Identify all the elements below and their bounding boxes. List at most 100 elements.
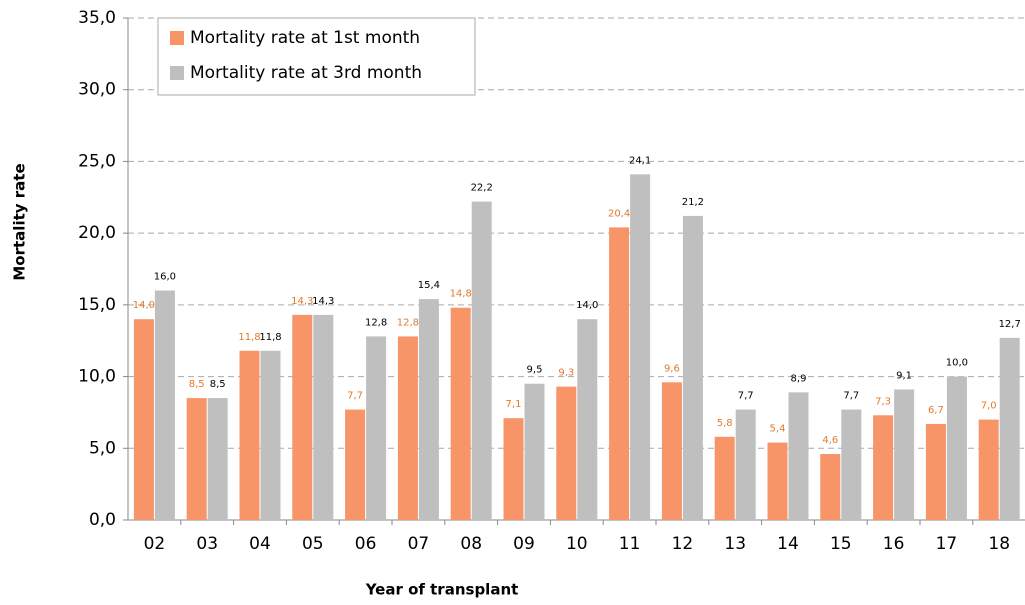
value-label: 8,5 <box>210 379 226 390</box>
bar <box>418 299 439 520</box>
bar <box>450 307 471 520</box>
value-label: 14,8 <box>450 289 472 300</box>
x-tick-label: 11 <box>619 534 641 554</box>
bar <box>207 398 228 520</box>
y-tick-label: 0,0 <box>89 510 116 530</box>
bar <box>186 398 207 520</box>
y-tick-label: 25,0 <box>78 151 116 171</box>
bar <box>682 215 703 520</box>
legend-label: Mortality rate at 1st month <box>190 28 420 48</box>
x-tick-label: 15 <box>830 534 852 554</box>
y-tick-label: 20,0 <box>78 223 116 243</box>
bar <box>313 314 334 520</box>
value-label: 9,5 <box>527 365 543 376</box>
value-label: 8,9 <box>791 373 807 384</box>
value-label: 6,7 <box>928 405 944 416</box>
value-label: 12,7 <box>999 319 1021 330</box>
value-label: 7,0 <box>981 401 997 412</box>
bar <box>260 350 281 520</box>
x-axis-title: Year of transplant <box>365 581 519 599</box>
x-tick-label: 09 <box>513 534 535 554</box>
value-label: 8,5 <box>189 379 205 390</box>
value-label: 7,7 <box>843 391 859 402</box>
x-tick-label: 03 <box>196 534 218 554</box>
y-tick-label: 30,0 <box>78 80 116 100</box>
value-label: 5,4 <box>770 424 786 435</box>
bar <box>841 409 862 520</box>
value-label: 20,4 <box>608 208 630 219</box>
bar <box>767 442 788 520</box>
value-label: 12,8 <box>397 317 419 328</box>
bar <box>397 336 418 520</box>
value-label: 24,1 <box>629 155 651 166</box>
y-tick-label: 35,0 <box>78 8 116 28</box>
bar <box>925 423 946 520</box>
bar <box>154 290 175 520</box>
value-label: 11,8 <box>238 332 260 343</box>
value-label: 22,2 <box>471 183 493 194</box>
value-label: 7,7 <box>738 391 754 402</box>
x-tick-label: 08 <box>460 534 482 554</box>
bar <box>820 454 841 520</box>
value-label: 14,3 <box>291 296 313 307</box>
value-label: 21,2 <box>682 197 704 208</box>
value-label: 9,1 <box>896 370 912 381</box>
bar <box>292 314 313 520</box>
bar <box>946 376 967 520</box>
x-tick-label: 12 <box>672 534 694 554</box>
value-label: 14,3 <box>312 296 334 307</box>
value-label: 7,1 <box>506 399 522 410</box>
x-tick-label: 10 <box>566 534 588 554</box>
bar <box>345 409 366 520</box>
legend-label: Mortality rate at 3rd month <box>190 63 422 83</box>
bar <box>556 386 577 520</box>
value-label: 12,8 <box>365 317 387 328</box>
x-tick-label: 07 <box>408 534 430 554</box>
x-tick-label: 05 <box>302 534 324 554</box>
value-label: 9,3 <box>558 368 574 379</box>
bar <box>873 415 894 520</box>
bar <box>577 319 598 520</box>
bar <box>978 419 999 520</box>
bar <box>609 227 630 521</box>
y-tick-label: 5,0 <box>89 438 116 458</box>
legend-swatch <box>170 31 184 45</box>
value-label: 4,6 <box>822 435 838 446</box>
bar <box>999 337 1020 520</box>
value-label: 14,0 <box>576 300 598 311</box>
value-label: 14,0 <box>133 300 155 311</box>
x-tick-label: 14 <box>777 534 799 554</box>
bar <box>239 350 260 520</box>
bar <box>133 319 154 520</box>
value-label: 15,4 <box>418 280 440 291</box>
value-label: 11,8 <box>259 332 281 343</box>
bar <box>894 389 915 520</box>
y-axis-title: Mortality rate <box>11 163 29 280</box>
bar <box>661 382 682 520</box>
x-tick-label: 06 <box>355 534 377 554</box>
value-label: 10,0 <box>946 358 968 369</box>
bar <box>735 409 756 520</box>
value-label: 16,0 <box>154 272 176 283</box>
bar <box>524 383 545 520</box>
value-label: 7,7 <box>347 391 363 402</box>
value-label: 5,8 <box>717 418 733 429</box>
value-label: 7,3 <box>875 396 891 407</box>
x-tick-label: 18 <box>988 534 1010 554</box>
bar <box>503 418 524 520</box>
legend-box <box>157 17 476 96</box>
x-tick-label: 17 <box>936 534 958 554</box>
x-tick-label: 04 <box>249 534 271 554</box>
y-tick-label: 15,0 <box>78 295 116 315</box>
bar <box>788 392 809 520</box>
bar <box>714 436 735 520</box>
value-label: 9,6 <box>664 363 680 374</box>
x-tick-label: 02 <box>144 534 166 554</box>
legend-swatch <box>170 66 184 80</box>
bar <box>630 174 651 520</box>
bar <box>366 336 387 520</box>
x-tick-label: 13 <box>724 534 746 554</box>
x-tick-label: 16 <box>883 534 905 554</box>
y-tick-label: 10,0 <box>78 367 116 387</box>
